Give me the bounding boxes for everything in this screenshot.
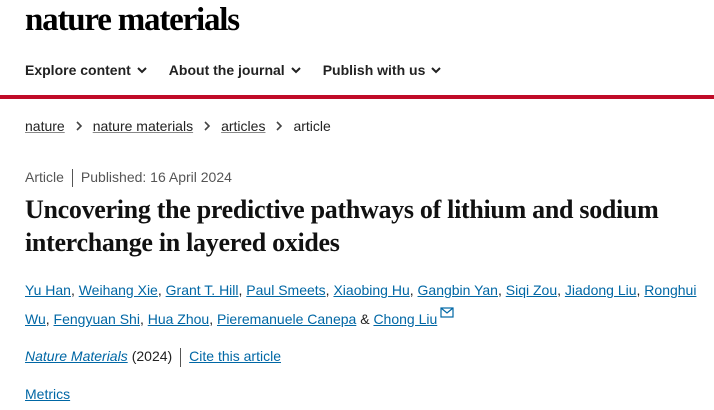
breadcrumb-separator	[274, 121, 284, 131]
author-link[interactable]: Jiadong Liu	[564, 282, 637, 298]
article-title: Uncovering the predictive pathways of li…	[25, 195, 659, 257]
author-separator: ,	[497, 282, 502, 298]
author-separator: ,	[238, 282, 243, 298]
author-separator: ,	[70, 282, 75, 298]
author-list: Yu Han, Weihang Xie, Grant T. Hill, Paul…	[25, 276, 705, 334]
nav-label: About the journal	[168, 62, 285, 78]
metrics: Metrics	[25, 386, 70, 402]
journal-link[interactable]: Nature Materials	[25, 348, 128, 367]
citation: Nature Materials (2024) Cite this articl…	[25, 348, 281, 367]
published-date: Published: 16 April 2024	[80, 169, 232, 185]
author-link[interactable]: Gangbin Yan	[417, 282, 498, 298]
chevron-icon	[276, 121, 283, 131]
dropdown-icon	[290, 67, 301, 74]
separator	[180, 348, 182, 367]
author-separator: ,	[325, 282, 330, 298]
year: (2024)	[131, 348, 173, 364]
author-separator: ,	[636, 282, 641, 298]
breadcrumb-link[interactable]: nature materials	[92, 118, 194, 134]
nav-item[interactable]: Publish with us	[323, 62, 442, 78]
breadcrumb-link[interactable]: nature	[25, 118, 65, 134]
divider	[0, 95, 714, 99]
author-separator: ,	[209, 311, 214, 327]
nav-label: Publish with us	[322, 62, 426, 78]
author-separator: ,	[139, 311, 144, 327]
journal-name: Nature Materials	[25, 348, 128, 364]
author-link[interactable]: Siqi Zou	[505, 282, 558, 298]
breadcrumbs: nature nature materials articles article	[25, 118, 331, 134]
nav-item[interactable]: Explore content	[25, 62, 147, 78]
author-link[interactable]: Chong Liu	[373, 311, 438, 327]
author-separator: ,	[409, 282, 414, 298]
nav-item[interactable]: About the journal	[169, 62, 301, 78]
author-link[interactable]: Ronghui Wu	[25, 282, 697, 327]
author-link[interactable]: Xiaobing Hu	[333, 282, 410, 298]
author-link[interactable]: Yu Han	[25, 282, 71, 298]
nav-label: Explore content	[25, 62, 131, 78]
nav: Explore content About the journal Publish …	[25, 62, 463, 78]
author-link[interactable]: Paul Smeets	[246, 282, 326, 298]
breadcrumb-link[interactable]: articles	[221, 118, 266, 134]
chevron-icon	[76, 121, 82, 131]
author-link[interactable]: Fengyuan Shi	[53, 311, 140, 327]
author-separator: &	[360, 311, 370, 327]
author-link[interactable]: Grant T. Hill	[165, 282, 239, 298]
chevron-icon	[204, 121, 211, 131]
metrics-link[interactable]: Metrics	[25, 386, 71, 402]
author-link[interactable]: Weihang Xie	[78, 282, 158, 298]
author-separator: ,	[157, 282, 162, 298]
breadcrumb-current: article	[293, 118, 331, 134]
dropdown-icon	[137, 67, 147, 74]
author-separator: ,	[557, 282, 561, 298]
breadcrumb-separator	[202, 121, 212, 131]
cite-link[interactable]: Cite this article	[189, 348, 281, 364]
separator	[71, 169, 73, 187]
dropdown-icon	[431, 67, 442, 74]
logo[interactable]: nature materials	[25, 2, 240, 38]
email-icon[interactable]	[440, 307, 454, 318]
article-type: Article	[25, 169, 64, 185]
author-separator: ,	[45, 311, 50, 327]
breadcrumb-separator	[74, 121, 84, 131]
author-link[interactable]: Pieremanuele Canepa	[216, 311, 357, 327]
article-meta: Article Published: 16 April 2024	[25, 169, 232, 187]
author-link[interactable]: Hua Zhou	[147, 311, 210, 327]
